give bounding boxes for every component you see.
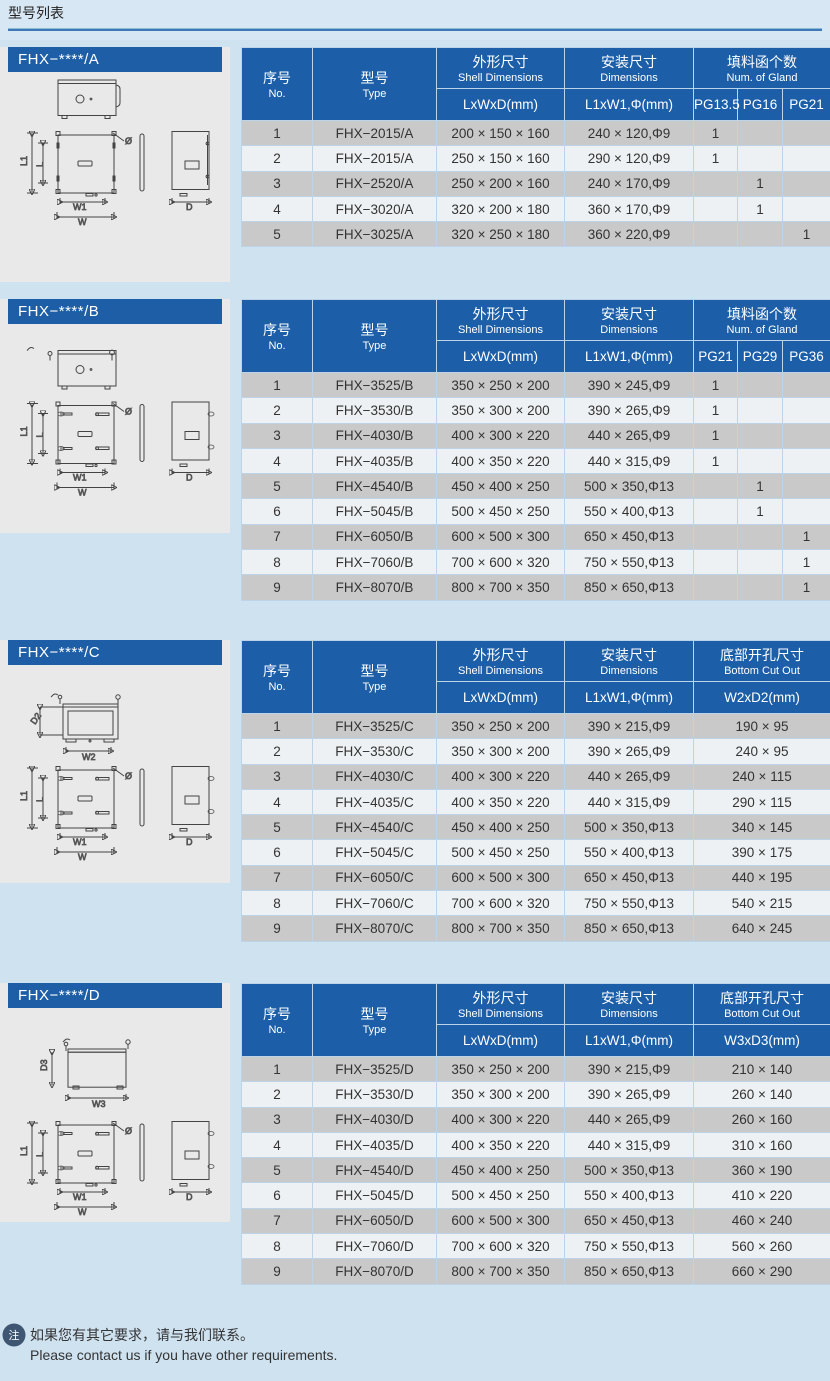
svg-text:W1: W1 xyxy=(73,473,87,483)
svg-text:注: 注 xyxy=(9,1328,20,1342)
svg-text:W1: W1 xyxy=(73,1192,87,1202)
svg-text:Ø: Ø xyxy=(125,407,132,417)
svg-text:L: L xyxy=(35,432,45,437)
svg-text:W: W xyxy=(78,1207,87,1217)
svg-text:W1: W1 xyxy=(73,837,87,847)
svg-text:Ø: Ø xyxy=(125,1126,132,1136)
svg-text:W3: W3 xyxy=(92,1099,106,1109)
svg-text:Ø: Ø xyxy=(125,771,132,781)
svg-text:D: D xyxy=(186,1192,193,1202)
svg-text:W1: W1 xyxy=(73,202,87,212)
svg-text:D: D xyxy=(186,837,193,847)
svg-text:L1: L1 xyxy=(19,791,29,801)
svg-text:W: W xyxy=(78,852,87,862)
svg-text:D3: D3 xyxy=(39,1059,49,1071)
svg-text:D: D xyxy=(186,473,193,483)
svg-text:Ø: Ø xyxy=(125,136,132,146)
svg-text:L1: L1 xyxy=(19,426,29,436)
svg-text:L1: L1 xyxy=(19,156,29,166)
svg-text:W2: W2 xyxy=(82,752,96,762)
svg-text:W: W xyxy=(78,217,87,227)
svg-text:D2: D2 xyxy=(28,711,43,726)
svg-text:D: D xyxy=(186,202,193,212)
svg-text:L: L xyxy=(35,797,45,802)
svg-text:W: W xyxy=(78,488,87,498)
svg-text:L1: L1 xyxy=(19,1146,29,1156)
svg-text:L: L xyxy=(35,1152,45,1157)
svg-text:L: L xyxy=(35,162,45,167)
